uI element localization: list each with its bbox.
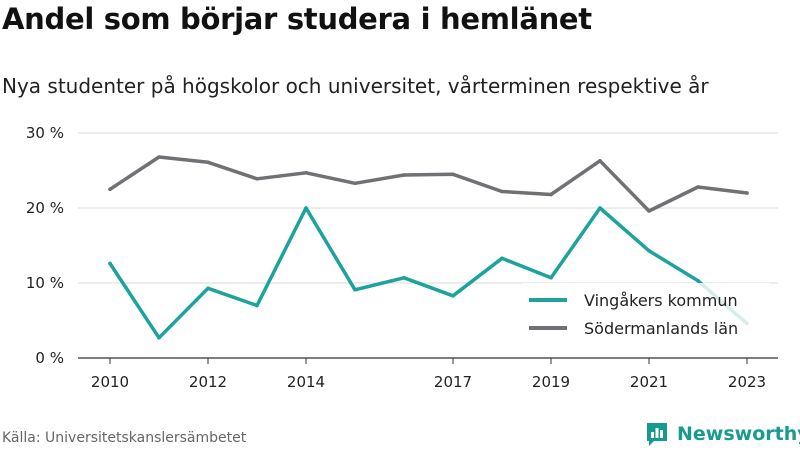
line-chart: 0 % 10 % 20 % 30 % 2010 2012 2014 2017 2019 2021… bbox=[26, 124, 778, 391]
data-point bbox=[647, 248, 651, 253]
series-line-vingaker bbox=[108, 206, 749, 340]
data-point bbox=[353, 181, 357, 186]
series-lines bbox=[108, 155, 749, 340]
chart-subtitle: Nya studenter på högskolor och universit… bbox=[2, 74, 709, 98]
y-axis-ticks: 0 % 10 % 20 % 30 % bbox=[26, 124, 64, 367]
data-point bbox=[500, 189, 504, 194]
data-point bbox=[549, 192, 553, 197]
data-point bbox=[157, 155, 161, 159]
chart-title: Andel som börjar studera i hemlänet bbox=[2, 2, 592, 36]
data-point bbox=[353, 287, 357, 292]
data-point bbox=[157, 335, 161, 340]
x-tick-label: 2012 bbox=[189, 373, 227, 391]
data-point bbox=[206, 286, 210, 291]
y-tick-label: 0 % bbox=[35, 349, 64, 367]
data-point bbox=[451, 293, 455, 298]
x-tick-label: 2017 bbox=[434, 373, 472, 391]
x-axis-ticks: 2010 2012 2014 2017 2019 2021 2023 bbox=[91, 358, 766, 391]
data-point bbox=[696, 278, 700, 283]
data-point bbox=[304, 206, 308, 210]
data-point bbox=[108, 187, 112, 192]
data-point bbox=[696, 185, 700, 189]
data-point bbox=[500, 256, 504, 261]
data-point bbox=[255, 176, 259, 181]
legend-label: Vingåkers kommun bbox=[584, 291, 738, 310]
bar-chart-speech-icon bbox=[647, 423, 667, 446]
data-point bbox=[402, 173, 406, 177]
data-point bbox=[402, 275, 406, 280]
x-tick-label: 2014 bbox=[287, 373, 325, 391]
legend-background bbox=[522, 283, 770, 343]
data-point bbox=[598, 158, 602, 163]
data-point bbox=[255, 303, 259, 308]
data-point bbox=[304, 170, 308, 175]
data-point bbox=[745, 191, 749, 195]
x-tick-label: 2023 bbox=[728, 373, 766, 391]
x-tick-label: 2010 bbox=[91, 373, 129, 391]
data-point bbox=[549, 275, 553, 280]
data-point bbox=[451, 172, 455, 177]
y-tick-label: 30 % bbox=[26, 124, 64, 142]
x-tick-label: 2019 bbox=[532, 373, 570, 391]
y-tick-label: 20 % bbox=[26, 199, 64, 217]
data-point bbox=[108, 261, 112, 266]
legend: Vingåkers kommun Södermanlands län bbox=[522, 283, 770, 343]
data-point bbox=[206, 160, 210, 165]
source-note: Källa: Universitetskanslersämbetet bbox=[2, 430, 247, 446]
data-point bbox=[647, 209, 651, 213]
brand-name: Newsworthy bbox=[677, 423, 800, 445]
legend-label: Södermanlands län bbox=[584, 319, 738, 338]
y-tick-label: 10 % bbox=[26, 274, 64, 292]
series-line-sodermanland bbox=[108, 155, 749, 213]
brand-logo: Newsworthy bbox=[645, 420, 800, 448]
x-tick-label: 2021 bbox=[630, 373, 668, 391]
data-point bbox=[598, 206, 602, 210]
